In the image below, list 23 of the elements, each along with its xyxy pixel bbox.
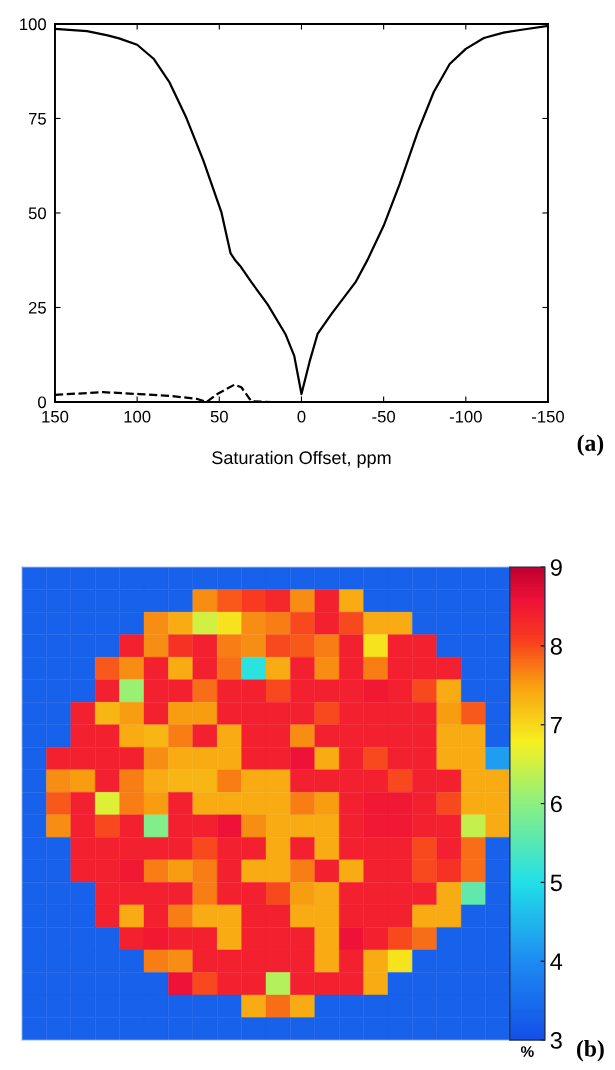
x-tick-label: -100 [449,410,482,423]
x-tick-label: -50 [372,410,396,423]
y-tick-label: 0 [38,396,46,409]
color-bar-label: 9 [550,559,562,576]
y-tick-label: 75 [28,113,46,125]
color-bar-label: 8 [550,637,562,655]
y-tick-label: 25 [28,301,46,314]
color-bar-label: 7 [550,717,562,734]
x-tick-label: 50 [210,410,228,423]
text: (b) [577,1040,604,1062]
x-tick-label: -150 [532,410,564,423]
x-tick-label: 150 [42,410,69,423]
color-bar-label: 6 [550,795,562,813]
y-tick-label: 100 [20,18,46,31]
color-bar-label: 4 [550,953,563,970]
color-bar-label: 5 [550,874,562,892]
x-axis-title: Saturation Offset, ppm [212,450,391,468]
x-tick-label: 100 [124,410,151,423]
color-bar-label: 3 [550,1032,562,1049]
y-tick-label: 50 [28,207,46,220]
text: (a) [577,434,604,456]
x-tick-label: 0 [297,410,306,423]
color-bar-title: % [520,1046,534,1057]
